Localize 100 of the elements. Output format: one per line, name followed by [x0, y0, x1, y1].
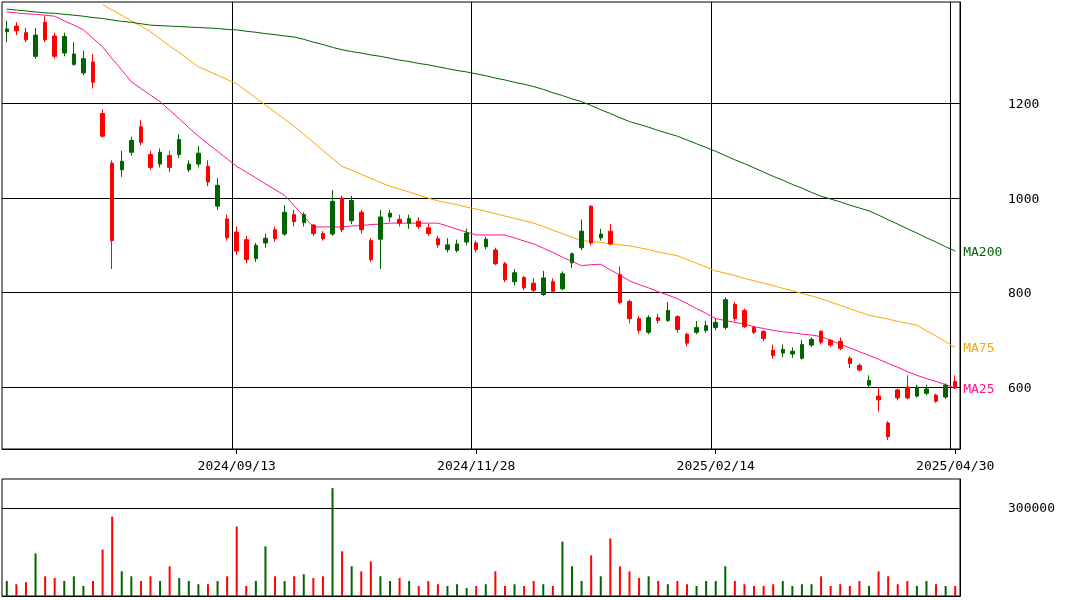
candlestick: [110, 159, 114, 270]
candlestick: [187, 159, 191, 173]
bar: [867, 586, 870, 596]
candlestick: [464, 228, 469, 246]
bar: [245, 586, 248, 596]
candlestick: [685, 332, 689, 347]
candlestick: [349, 195, 354, 225]
bar: [657, 581, 660, 596]
candlestick: [340, 195, 344, 233]
bar: [254, 581, 257, 596]
bar: [772, 584, 775, 596]
candlestick: [848, 355, 852, 369]
bar: [944, 586, 947, 596]
bar: [369, 561, 372, 596]
candlestick: [503, 261, 507, 283]
candlestick: [33, 27, 38, 60]
candlestick: [570, 251, 574, 269]
candlestick: [330, 189, 335, 237]
bar: [647, 576, 650, 596]
bar: [111, 516, 114, 596]
bar: [360, 571, 363, 596]
candlestick: [723, 296, 728, 330]
bar: [264, 546, 267, 596]
candlestick: [551, 277, 555, 294]
candlestick: [627, 299, 632, 324]
bar: [915, 586, 918, 596]
candlestick: [263, 233, 268, 249]
bar: [475, 586, 478, 596]
bar: [44, 576, 47, 596]
bar: [513, 584, 516, 596]
bar: [628, 571, 631, 596]
candlestick: [148, 150, 153, 171]
candlestick: [819, 329, 823, 346]
candlestick: [790, 346, 795, 359]
bar: [350, 566, 353, 596]
bar: [168, 566, 171, 596]
bar: [226, 576, 229, 596]
bar: [580, 581, 583, 596]
candlestick: [666, 301, 670, 323]
candlestick: [646, 314, 651, 335]
bar: [753, 586, 756, 596]
candlestick: [196, 145, 201, 168]
candlestick: [905, 374, 910, 400]
candlestick: [302, 211, 306, 227]
candlestick: [129, 136, 134, 157]
candlestick: [560, 270, 565, 291]
candlestick: [522, 275, 526, 291]
bar: [810, 584, 813, 596]
candlestick: [608, 223, 613, 246]
candlestick: [436, 235, 440, 249]
candlestick: [713, 318, 718, 331]
candlestick: [177, 133, 181, 159]
bar: [887, 576, 890, 596]
bar: [388, 581, 391, 596]
bar: [139, 581, 142, 596]
candlestick: [455, 239, 459, 253]
bar: [666, 584, 669, 596]
candlestick: [24, 27, 28, 43]
bar: [101, 549, 104, 596]
bar: [532, 581, 535, 596]
bar: [187, 581, 190, 596]
candlestick: [838, 336, 843, 351]
bar: [954, 586, 957, 596]
y-tick-label: 300000: [1008, 500, 1055, 516]
y-tick-label: 800: [1008, 285, 1032, 301]
bar: [72, 576, 75, 596]
x-tick-label: 2025/02/14: [676, 458, 756, 473]
line-series: [102, 3, 956, 348]
bar: [542, 584, 545, 596]
bar: [82, 586, 85, 596]
bar: [312, 578, 315, 596]
bar: [24, 582, 27, 596]
candlestick: [876, 386, 881, 413]
bar: [206, 584, 209, 596]
candlestick: [867, 374, 871, 388]
candlestick: [771, 344, 775, 360]
candlestick: [599, 228, 603, 242]
candlestick: [407, 214, 411, 230]
candlestick: [857, 362, 862, 373]
candlestick: [704, 320, 708, 334]
candlestick: [72, 41, 76, 67]
series-label: MA200: [963, 243, 1003, 259]
candlestick: [493, 247, 498, 266]
candlestick: [733, 301, 737, 322]
candlestick: [397, 214, 402, 227]
candlestick: [541, 270, 546, 297]
candlestick: [244, 235, 249, 264]
y-tick-label: 600: [1008, 379, 1032, 395]
line-series: [6, 11, 956, 389]
bar: [149, 576, 152, 596]
candlestick: [886, 420, 890, 441]
bar: [714, 581, 717, 596]
bar: [781, 581, 784, 596]
candlestick: [91, 53, 95, 89]
candlestick: [589, 204, 593, 246]
bar: [446, 586, 449, 596]
bar: [829, 586, 832, 596]
candlestick: [120, 150, 124, 178]
line-series: [6, 8, 956, 252]
candlestick: [512, 268, 517, 287]
